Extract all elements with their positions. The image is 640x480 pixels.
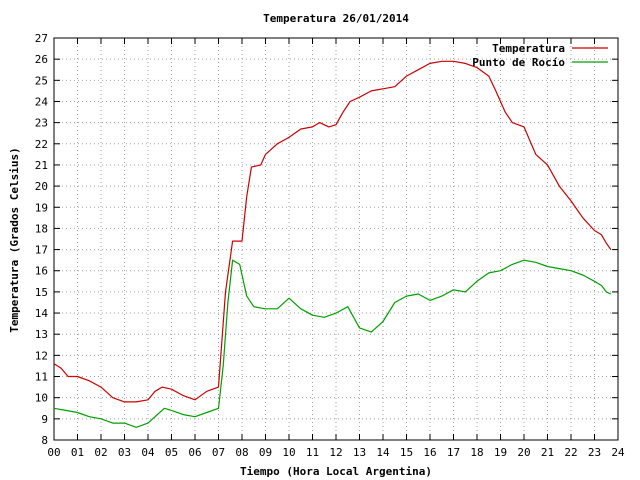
y-tick-label: 19	[35, 201, 48, 214]
x-tick-label: 05	[165, 446, 178, 459]
series-line-punto-de-rocio	[53, 259, 612, 428]
x-tick-label: 10	[282, 446, 295, 459]
y-tick-label: 13	[35, 328, 48, 341]
x-tick-label: 19	[494, 446, 507, 459]
x-tick-label: 13	[353, 446, 366, 459]
y-tick-label: 27	[35, 32, 48, 45]
y-tick-label: 26	[35, 53, 48, 66]
x-tick-label: 02	[94, 446, 107, 459]
y-tick-label: 17	[35, 244, 48, 257]
x-tick-label: 03	[118, 446, 131, 459]
x-tick-label: 20	[517, 446, 530, 459]
y-tick-label: 20	[35, 180, 48, 193]
x-tick-label: 24	[611, 446, 625, 459]
y-tick-label: 25	[35, 74, 48, 87]
y-tick-label: 11	[35, 371, 48, 384]
y-tick-label: 14	[35, 307, 49, 320]
chart-title: Temperatura 26/01/2014	[263, 12, 409, 25]
axes: 8 9 10 11 12 13 14 15 16 17 18 19 20 21 22 23 24 25 26 27 00…	[35, 32, 625, 459]
x-tick-label: 01	[71, 446, 84, 459]
x-axis-label: Tiempo (Hora Local Argentina)	[240, 465, 432, 478]
y-tick-label: 24	[35, 95, 49, 108]
x-tick-label: 00	[47, 446, 60, 459]
y-tick-label: 16	[35, 265, 48, 278]
x-tick-label: 04	[141, 446, 155, 459]
y-tick-label: 12	[35, 349, 48, 362]
x-tick-label: 07	[212, 446, 225, 459]
series-line-temperatura	[53, 60, 612, 403]
y-tick-label: 8	[41, 434, 48, 447]
x-tick-label: 08	[235, 446, 248, 459]
legend-label: Temperatura	[492, 42, 565, 55]
y-tick-label: 23	[35, 117, 48, 130]
y-tick-label: 18	[35, 222, 48, 235]
x-tick-label: 16	[423, 446, 436, 459]
plot-frame	[53, 37, 619, 441]
x-tick-label: 06	[188, 446, 201, 459]
y-tick-label: 21	[35, 159, 48, 172]
x-tick-label: 14	[376, 446, 390, 459]
x-tick-label: 11	[306, 446, 319, 459]
series-lines	[53, 60, 612, 428]
x-tick-label: 09	[259, 446, 272, 459]
x-tick-label: 12	[329, 446, 342, 459]
x-tick-label: 18	[470, 446, 483, 459]
y-tick-label: 15	[35, 286, 48, 299]
x-tick-label: 15	[400, 446, 413, 459]
x-tick-label: 21	[541, 446, 554, 459]
x-tick-label: 17	[447, 446, 460, 459]
y-tick-label: 10	[35, 392, 48, 405]
y-axis-label: Temperatura (Grados Celsius)	[8, 147, 21, 332]
legend-label: Punto de Rocío	[472, 56, 565, 69]
x-tick-label: 23	[588, 446, 601, 459]
y-tick-label: 22	[35, 138, 48, 151]
y-tick-label: 9	[41, 413, 48, 426]
x-tick-label: 22	[564, 446, 577, 459]
